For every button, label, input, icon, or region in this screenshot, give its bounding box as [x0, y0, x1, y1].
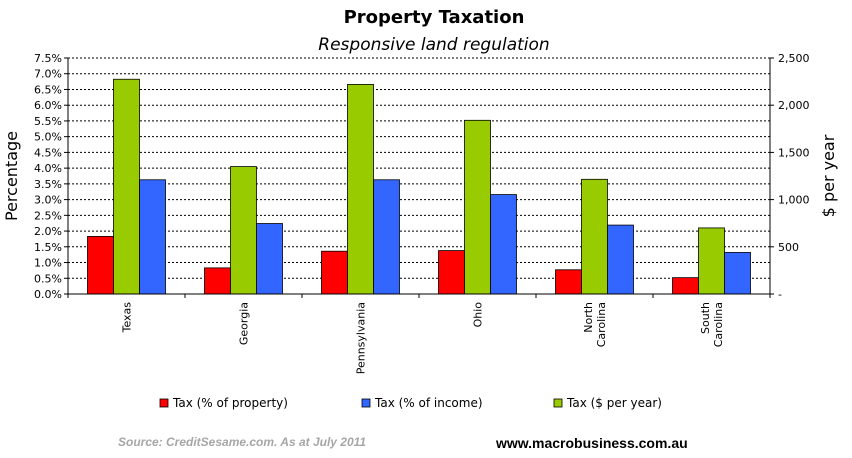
- category-labels: Texas Georgia Pennsylvania Ohio North Carolin…: [67, 294, 771, 374]
- category-label: Carolina: [595, 302, 608, 347]
- left-tick-label: 4.5%: [34, 146, 62, 159]
- left-tick-label: 0.5%: [34, 272, 62, 285]
- bar-tax-income: [139, 179, 166, 295]
- bar-tax-property: [321, 250, 348, 295]
- left-tick-label: 0.0%: [34, 288, 62, 301]
- right-tick-label: 2,500: [778, 52, 810, 65]
- legend-swatch: [361, 398, 371, 408]
- bar-tax-property: [672, 277, 699, 295]
- bars-group: [87, 78, 751, 295]
- y-axis-right-title: $ per year: [819, 134, 838, 217]
- left-tick-label: 5.0%: [34, 131, 62, 144]
- right-tick-label: -: [778, 288, 782, 301]
- left-tick-label: 7.5%: [34, 52, 62, 65]
- left-tick-label: 3.5%: [34, 178, 62, 191]
- site-url: www.macrobusiness.com.au: [495, 435, 688, 451]
- right-tick-label: 1,500: [778, 146, 810, 159]
- bar-tax-dollars: [230, 166, 257, 295]
- bar-tax-dollars: [464, 119, 491, 295]
- category-label: North: [582, 302, 595, 333]
- right-tick-labels: - 500 1,000 1,500 2,000 2,500: [770, 52, 810, 301]
- bar-tax-property: [555, 269, 582, 295]
- legend: Tax (% of property) Tax (% of income) Tax …: [159, 396, 662, 410]
- chart-title: Property Taxation: [344, 7, 525, 28]
- right-tick-label: 2,000: [778, 99, 810, 112]
- category-label: South: [699, 302, 712, 334]
- left-tick-label: 4.0%: [34, 162, 62, 175]
- category-label: Georgia: [238, 302, 251, 345]
- bar-tax-property: [87, 236, 114, 295]
- left-tick-label: 5.5%: [34, 115, 62, 128]
- bar-tax-income: [373, 179, 400, 295]
- left-tick-label: 1.0%: [34, 257, 62, 270]
- bar-tax-property: [438, 250, 465, 295]
- category-label: Ohio: [472, 302, 485, 328]
- left-tick-label: 2.0%: [34, 225, 62, 238]
- left-tick-label: 1.5%: [34, 241, 62, 254]
- bar-tax-dollars: [113, 78, 140, 295]
- y-axis-left-title: Percentage: [2, 131, 21, 221]
- category-label: Pennsylvania: [355, 302, 368, 374]
- bar-tax-income: [724, 252, 751, 295]
- left-tick-label: 7.0%: [34, 68, 62, 81]
- bar-tax-income: [256, 223, 283, 295]
- legend-label: Tax (% of income): [374, 396, 483, 410]
- bar-tax-income: [607, 224, 634, 295]
- legend-label: Tax (% of property): [172, 396, 288, 410]
- bar-tax-income: [490, 194, 517, 295]
- left-tick-label: 6.0%: [34, 99, 62, 112]
- bar-tax-dollars: [347, 84, 374, 295]
- legend-swatch: [159, 398, 169, 408]
- bar-tax-dollars: [698, 227, 725, 295]
- legend-swatch: [553, 398, 563, 408]
- bar-tax-property: [204, 267, 231, 295]
- left-tick-label: 6.5%: [34, 83, 62, 96]
- bar-tax-dollars: [581, 178, 608, 295]
- chart-subtitle: Responsive land regulation: [318, 35, 549, 55]
- left-tick-label: 2.5%: [34, 209, 62, 222]
- right-tick-label: 1,000: [778, 194, 810, 207]
- left-tick-label: 3.0%: [34, 194, 62, 207]
- gridlines: [68, 57, 770, 279]
- legend-label: Tax ($ per year): [566, 396, 662, 410]
- source-note: Source: CreditSesame.com. As at July 201…: [118, 435, 366, 449]
- left-tick-labels: 0.0% 0.5% 1.0% 1.5% 2.0% 2.5% 3.0% 3.5% 4.0% 4.5%…: [34, 52, 68, 301]
- category-label: Texas: [121, 302, 134, 334]
- category-label: Carolina: [712, 302, 725, 347]
- right-tick-label: 500: [778, 241, 799, 254]
